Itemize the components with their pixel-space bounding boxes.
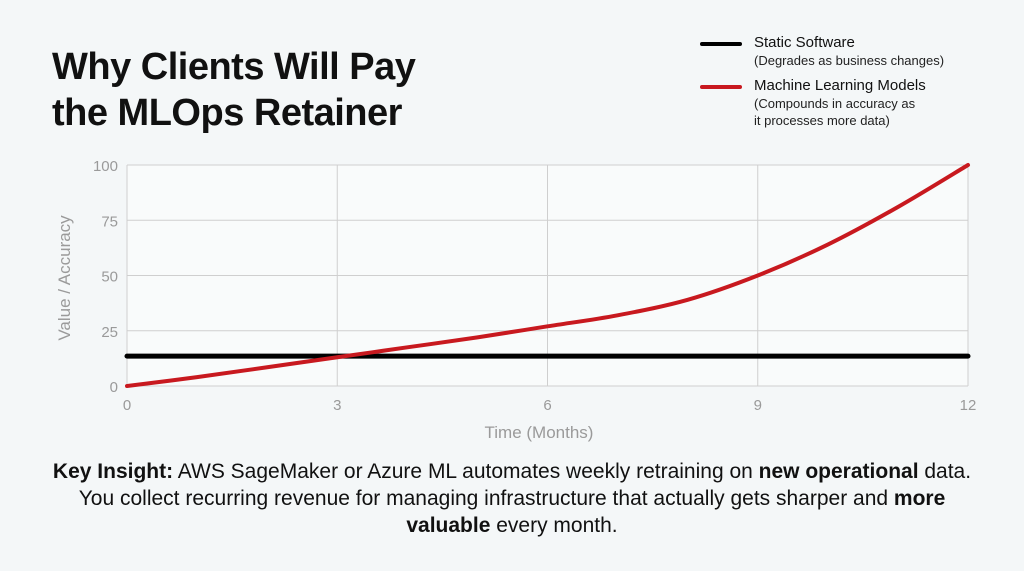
x-tick-label: 6 — [543, 397, 551, 414]
legend-description: (Compounds in accuracy as — [754, 96, 916, 111]
y-tick-label: 75 — [101, 213, 118, 230]
insight-text: every month. — [490, 514, 618, 537]
title-line-2: the MLOps Retainer — [52, 92, 402, 134]
series-line-ml-models — [125, 163, 970, 388]
y-tick-label: 100 — [93, 158, 118, 175]
legend-swatch-ml — [700, 85, 742, 89]
x-tick-label: 9 — [754, 397, 762, 414]
legend-item-ml: Machine Learning Models (Compounds in ac… — [700, 77, 944, 129]
y-tick-label: 50 — [101, 269, 118, 286]
y-tick-label: 0 — [110, 379, 118, 396]
chart-title: Why Clients Will Pay the MLOps Retainer — [52, 44, 416, 136]
legend: Static Software (Degrades as business ch… — [700, 34, 944, 137]
x-tick-label: 0 — [123, 397, 131, 414]
insight-emphasis: more valuable — [406, 487, 946, 537]
legend-item-static: Static Software (Degrades as business ch… — [700, 34, 944, 69]
insight-text: AWS SageMaker or Azure ML automates week… — [173, 460, 759, 483]
tick-labels: 0 25 50 75 100 0 3 6 9 12 — [93, 158, 976, 414]
insight-text: data. You collect recurring revenue for … — [78, 460, 972, 510]
insight-label: Key Insight: — [52, 460, 174, 483]
series-lines — [124, 163, 971, 388]
x-tick-label: 3 — [333, 397, 341, 414]
legend-label: Machine Learning Models — [754, 77, 926, 94]
insight-emphasis: new operational — [758, 460, 919, 483]
y-axis-label: Value / Accuracy — [55, 215, 74, 341]
legend-description: (Degrades as business changes) — [754, 53, 945, 68]
title-line-1: Why Clients Will Pay — [52, 46, 416, 88]
grid — [126, 164, 969, 387]
y-tick-label: 25 — [101, 324, 118, 341]
legend-swatch-static — [700, 42, 742, 46]
legend-description: it processes more data) — [754, 113, 890, 128]
x-axis-label: Time (Months) — [485, 423, 594, 442]
legend-label: Static Software — [754, 34, 855, 51]
key-insight: Key Insight: AWS SageMaker or Azure ML a… — [40, 458, 984, 539]
x-tick-label: 12 — [960, 397, 977, 414]
